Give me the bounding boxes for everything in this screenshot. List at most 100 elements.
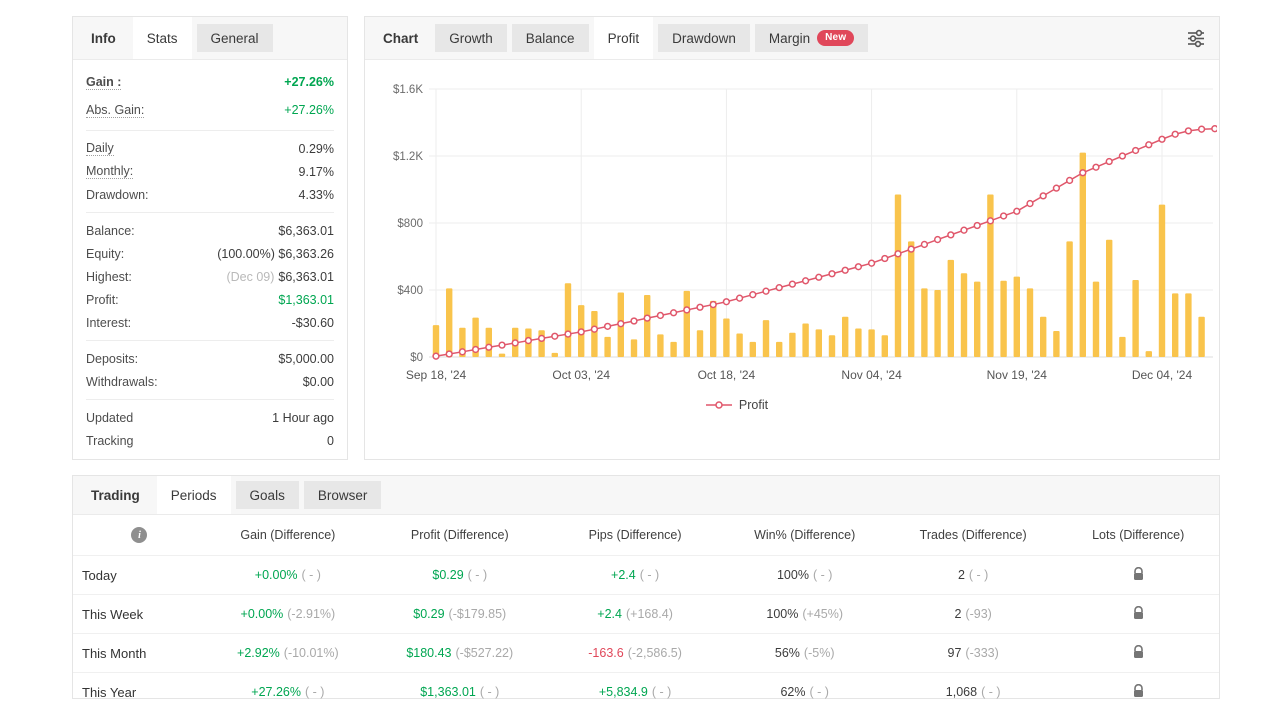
lock-icon: [1133, 683, 1143, 697]
stat-row-updated: Updated 1 Hour ago: [86, 406, 334, 429]
stat-row-daily: Daily 0.29%: [86, 137, 334, 160]
svg-text:Nov 19, '24: Nov 19, '24: [987, 368, 1048, 382]
highest-date: (Dec 09): [226, 269, 275, 284]
legend-profit-label: Profit: [738, 398, 769, 412]
svg-text:$1.6K: $1.6K: [393, 84, 423, 96]
lock-icon: [1133, 566, 1143, 580]
chart-panel: Chart Growth Balance Profit Drawdown Mar…: [364, 16, 1220, 460]
stat-row-profit: Profit: $1,363.01: [86, 288, 334, 311]
tab-goals[interactable]: Goals: [235, 481, 299, 509]
tab-stats[interactable]: Stats: [132, 17, 192, 59]
equity-label: Equity:: [86, 246, 125, 261]
stat-row-highest: Highest: (Dec 09) $6,363.01: [86, 265, 334, 288]
tab-general[interactable]: General: [196, 24, 273, 52]
abs-gain-value: +27.26%: [284, 103, 334, 117]
stat-row-abs-gain: Abs. Gain: +27.26%: [86, 96, 334, 124]
period-row-this-week: This Week +0.00% (-2.91%) $0.29 (-$179.85)…: [73, 594, 1219, 634]
stat-row-equity: Equity: (100.00%) $6,363.26: [86, 242, 334, 265]
equity-value: (100.00%) $6,363.26: [217, 246, 334, 261]
drawdown-label: Drawdown:: [86, 187, 149, 202]
profit-label: Profit:: [86, 292, 119, 307]
periods-header-row: i Gain (Difference) Profit (Difference) …: [73, 515, 1219, 556]
monthly-label[interactable]: Monthly:: [86, 164, 134, 179]
interest-value: -$30.60: [291, 315, 334, 330]
profit-value: $1,363.01: [278, 292, 334, 307]
interest-label: Interest:: [86, 315, 132, 330]
period-label: This Month: [73, 633, 206, 673]
lock-icon: [1133, 605, 1143, 619]
header-trades: Trades (Difference): [919, 528, 1027, 542]
highest-label: Highest:: [86, 269, 132, 284]
gain-label[interactable]: Gain :: [86, 74, 122, 90]
tab-periods[interactable]: Periods: [156, 476, 231, 514]
tab-balance[interactable]: Balance: [511, 24, 589, 52]
balance-label: Balance:: [86, 223, 135, 238]
stats-tabstrip: Info Stats General: [73, 17, 347, 60]
period-label: Today: [73, 555, 206, 595]
stat-row-balance: Balance: $6,363.01: [86, 219, 334, 242]
stats-body: Gain : +27.26% Abs. Gain: +27.26% Daily …: [73, 60, 347, 458]
updated-value: 1 Hour ago: [272, 410, 334, 425]
stat-row-monthly: Monthly: 9.17%: [86, 160, 334, 183]
header-profit: Profit (Difference): [410, 528, 509, 542]
tab-info[interactable]: Info: [91, 30, 116, 46]
period-label: This Year: [73, 672, 206, 711]
svg-text:Nov 04, '24: Nov 04, '24: [841, 368, 902, 382]
period-row-this-month: This Month +2.92% (-10.01%) $180.43 (-$527…: [73, 633, 1219, 673]
withdrawals-label: Withdrawals:: [86, 374, 158, 389]
periods-tabstrip: Trading Periods Goals Browser: [73, 476, 1219, 515]
svg-text:Oct 03, '24: Oct 03, '24: [552, 368, 610, 382]
svg-text:$800: $800: [397, 218, 423, 230]
chart-tabstrip: Chart Growth Balance Profit Drawdown Mar…: [365, 17, 1219, 60]
stat-row-withdrawals: Withdrawals: $0.00: [86, 370, 334, 393]
svg-text:Sep 18, '24: Sep 18, '24: [406, 368, 467, 382]
chart-legend[interactable]: Profit: [367, 398, 1107, 412]
daily-label[interactable]: Daily: [86, 141, 114, 156]
tab-profit[interactable]: Profit: [593, 17, 654, 59]
periods-panel: Trading Periods Goals Browser i Gain (Di…: [72, 475, 1220, 711]
stat-row-interest: Interest: -$30.60: [86, 311, 334, 334]
info-icon[interactable]: i: [131, 527, 148, 544]
periods-table: i Gain (Difference) Profit (Difference) …: [73, 515, 1219, 711]
profit-chart-area: $0 $400 $800 $1.2K $1.6K Sep 18, '24 Oct 03, '…: [365, 60, 1219, 412]
period-label: This Week: [73, 594, 206, 634]
monthly-value: 9.17%: [298, 164, 334, 179]
period-row-today: Today +0.00%( - ) $0.29( - ) +2.4( - ) 1…: [73, 555, 1219, 595]
tab-margin[interactable]: Margin New: [754, 24, 869, 52]
svg-text:$1.2K: $1.2K: [393, 151, 423, 163]
profit-chart[interactable]: $0 $400 $800 $1.2K $1.6K Sep 18, '24 Oct 03, '…: [367, 72, 1217, 394]
highest-value: (Dec 09) $6,363.01: [226, 269, 334, 284]
svg-text:$400: $400: [397, 285, 423, 297]
chart-settings-icon[interactable]: [1181, 23, 1211, 53]
stat-row-gain: Gain : +27.26%: [86, 68, 334, 96]
tab-chart[interactable]: Chart: [383, 30, 419, 46]
updated-label: Updated: [86, 410, 134, 425]
tab-browser[interactable]: Browser: [303, 481, 382, 509]
svg-text:$0: $0: [410, 352, 423, 364]
deposits-label: Deposits:: [86, 351, 139, 366]
gain-value: +27.26%: [284, 75, 334, 89]
header-gain: Gain (Difference): [240, 528, 336, 542]
header-lots: Lots (Difference): [1092, 528, 1185, 542]
tab-margin-label: Margin: [768, 30, 811, 46]
deposits-value: $5,000.00: [278, 351, 334, 366]
abs-gain-label[interactable]: Abs. Gain:: [86, 102, 145, 118]
tracking-label: Tracking: [86, 433, 134, 448]
withdrawals-value: $0.00: [302, 374, 334, 389]
new-badge: New: [817, 30, 855, 46]
tab-drawdown[interactable]: Drawdown: [658, 24, 750, 52]
tab-trading[interactable]: Trading: [91, 487, 140, 503]
header-win: Win% (Difference): [754, 528, 856, 542]
period-row-this-year: This Year +27.26%( - ) $1,363.01( - ) +5…: [73, 672, 1219, 711]
drawdown-value: 4.33%: [298, 187, 334, 202]
tab-growth[interactable]: Growth: [435, 24, 507, 52]
svg-text:Oct 18, '24: Oct 18, '24: [698, 368, 756, 382]
header-pips: Pips (Difference): [588, 528, 682, 542]
svg-text:Dec 04, '24: Dec 04, '24: [1132, 368, 1193, 382]
daily-value: 0.29%: [298, 141, 334, 156]
balance-value: $6,363.01: [278, 223, 334, 238]
stat-row-deposits: Deposits: $5,000.00: [86, 347, 334, 370]
lock-icon: [1133, 644, 1143, 658]
stat-row-drawdown: Drawdown: 4.33%: [86, 183, 334, 206]
